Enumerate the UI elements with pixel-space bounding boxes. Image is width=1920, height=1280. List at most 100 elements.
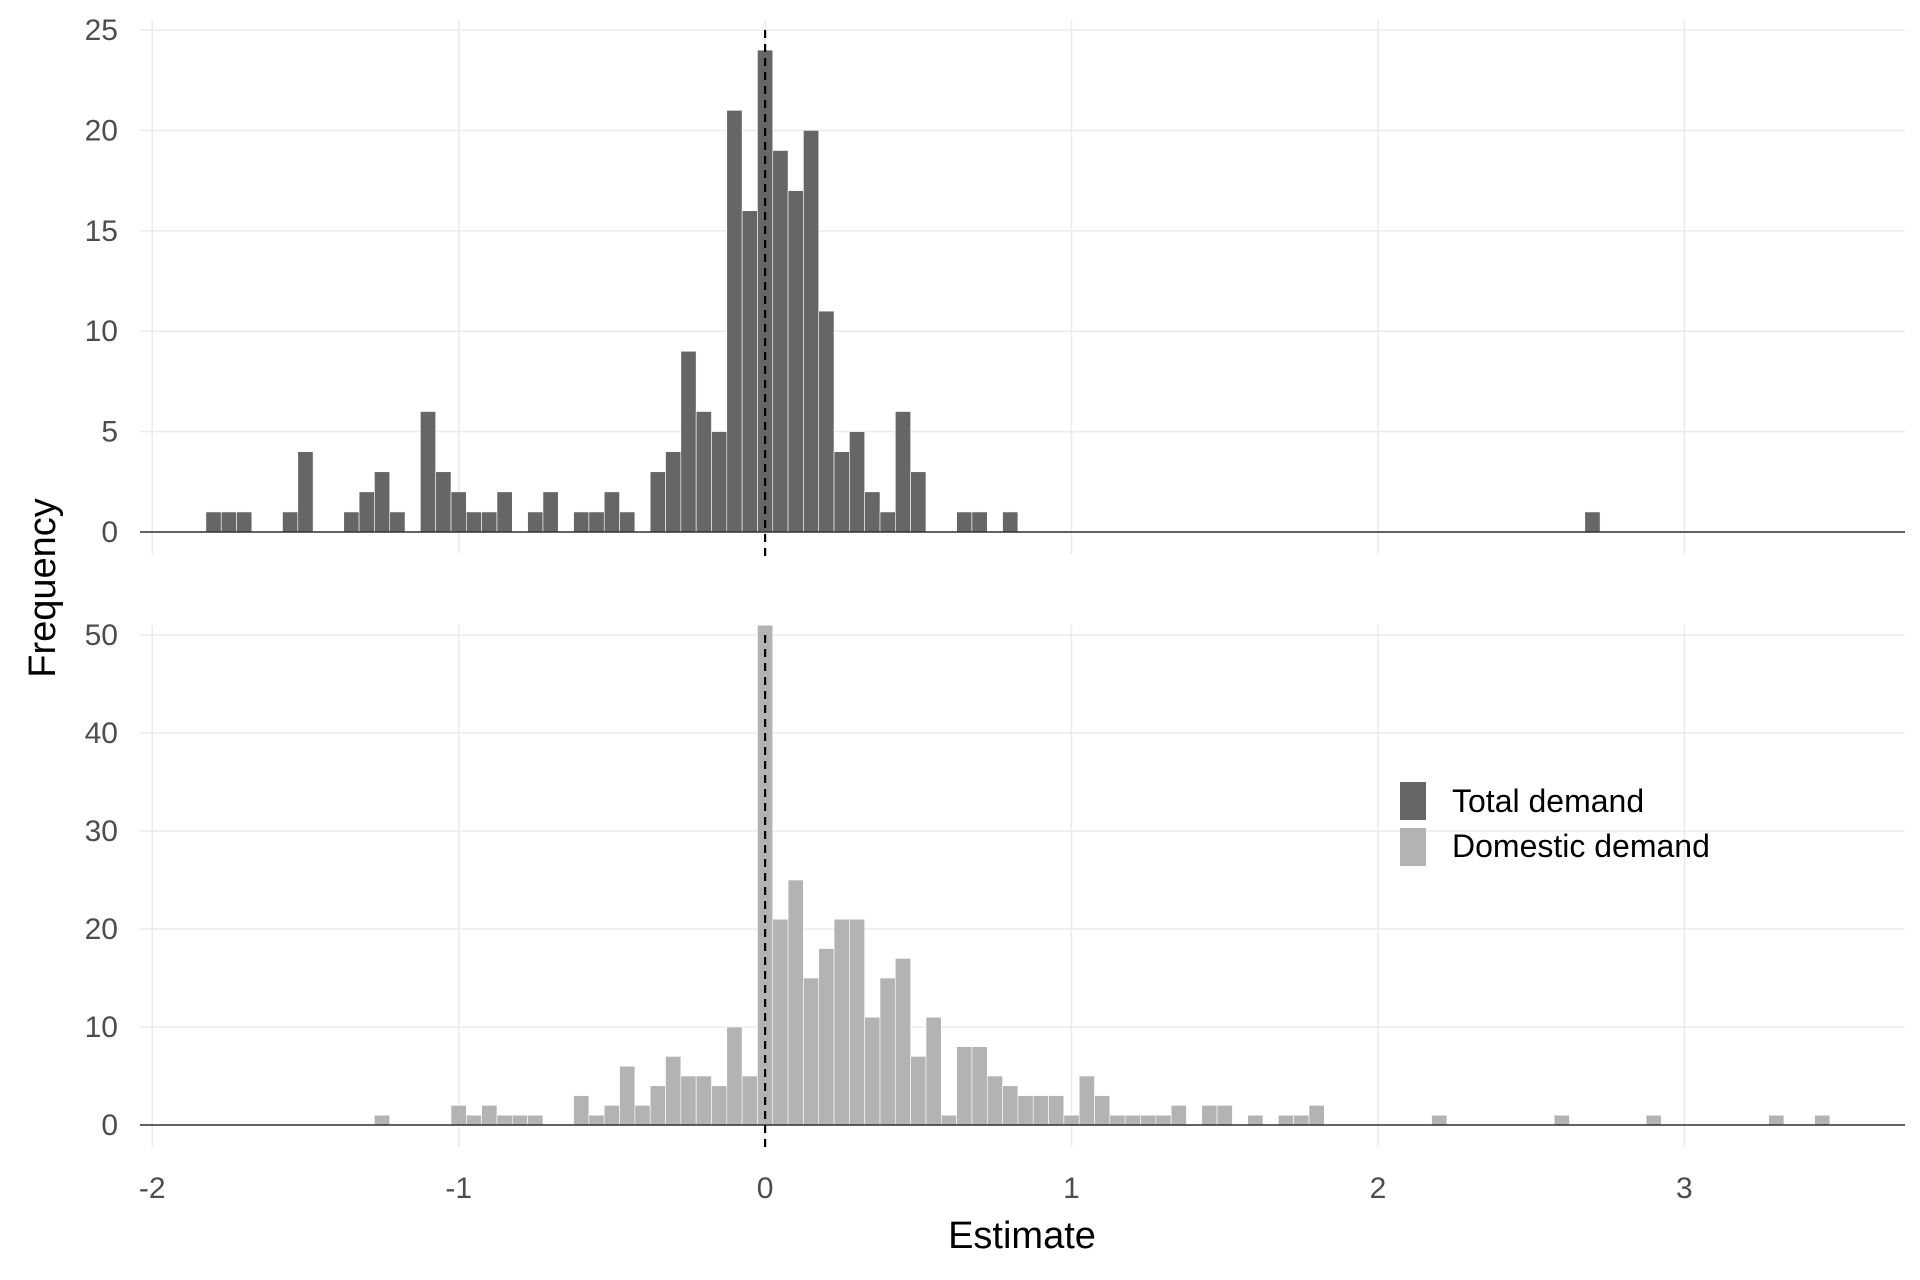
bar-total-demand — [450, 491, 467, 533]
bar-domestic-demand — [1078, 1075, 1095, 1126]
y-tick-label: 20 — [85, 913, 118, 946]
bar-total-demand — [374, 471, 391, 533]
bar-total-demand — [619, 511, 636, 533]
bar-total-demand — [695, 411, 712, 533]
bar-total-demand — [573, 511, 590, 533]
bar-total-demand — [757, 49, 774, 533]
bar-total-demand — [711, 431, 728, 533]
legend-key-total-demand — [1400, 782, 1426, 820]
bar-domestic-demand — [986, 1075, 1003, 1126]
bar-domestic-demand — [895, 958, 911, 1126]
bar-domestic-demand — [496, 1114, 513, 1126]
legend-label-domestic-demand: Domestic demand — [1452, 828, 1710, 864]
bar-domestic-demand — [864, 1016, 881, 1126]
bar-total-demand — [358, 491, 375, 533]
bar-domestic-demand — [1109, 1114, 1126, 1126]
bar-domestic-demand — [1201, 1105, 1218, 1126]
bar-domestic-demand — [726, 1026, 743, 1126]
y-tick-label: 50 — [85, 619, 118, 652]
x-tick-label: 0 — [757, 1172, 774, 1205]
bar-domestic-demand — [1063, 1114, 1080, 1126]
bar-domestic-demand — [634, 1105, 651, 1126]
bar-total-demand — [496, 491, 513, 533]
bar-domestic-demand — [1017, 1095, 1034, 1126]
bar-domestic-demand — [603, 1105, 620, 1126]
x-axis-title: Estimate — [948, 1215, 1096, 1257]
bar-domestic-demand — [787, 879, 804, 1126]
bar-domestic-demand — [1278, 1114, 1294, 1126]
y-tick-label: 10 — [85, 315, 118, 348]
bar-total-demand — [772, 150, 789, 533]
bar-domestic-demand — [849, 918, 865, 1126]
bar-total-demand — [389, 511, 406, 533]
y-tick-label: 40 — [85, 717, 118, 750]
bar-total-demand — [542, 491, 559, 533]
panel-total-demand: 0 5 10 15 20 25 — [85, 14, 1905, 556]
y-tick-label: 0 — [101, 516, 118, 549]
legend: Total demand Domestic demand — [1400, 782, 1710, 866]
legend-key-domestic-demand — [1400, 828, 1426, 866]
bar-total-demand — [818, 310, 835, 533]
bar-total-demand — [803, 130, 820, 533]
bar-domestic-demand — [1216, 1105, 1233, 1126]
bar-total-demand — [435, 471, 452, 533]
bar-total-demand — [910, 471, 927, 533]
bar-total-demand — [1584, 511, 1601, 533]
x-tick-label: -1 — [445, 1172, 472, 1205]
bar-domestic-demand — [588, 1114, 605, 1126]
bar-domestic-demand — [910, 1056, 927, 1126]
bar-domestic-demand — [1814, 1114, 1831, 1126]
x-tick-label: -2 — [139, 1172, 166, 1205]
bar-total-demand — [205, 511, 222, 533]
bar-domestic-demand — [374, 1114, 391, 1126]
y-tick-label: 25 — [85, 14, 118, 47]
bar-total-demand — [297, 451, 314, 533]
bar-domestic-demand — [450, 1105, 467, 1126]
legend-label-total-demand: Total demand — [1452, 783, 1644, 819]
bar-domestic-demand — [481, 1105, 498, 1126]
y-tick-label: 0 — [101, 1109, 118, 1142]
bar-domestic-demand — [665, 1056, 682, 1126]
bar-total-demand — [680, 350, 697, 533]
bar-total-demand — [527, 511, 544, 533]
bar-domestic-demand — [1293, 1114, 1310, 1126]
panel-domestic-demand: 0 10 20 30 40 50 — [85, 619, 1905, 1149]
bar-domestic-demand — [512, 1114, 528, 1126]
bar-domestic-demand — [833, 918, 850, 1126]
x-tick-label: 2 — [1370, 1172, 1387, 1205]
bar-domestic-demand — [1124, 1114, 1141, 1126]
bar-domestic-demand — [680, 1075, 697, 1126]
bar-domestic-demand — [1032, 1095, 1049, 1126]
y-tick-label: 30 — [85, 815, 118, 848]
bar-total-demand — [787, 190, 804, 533]
bar-domestic-demand — [1140, 1114, 1157, 1126]
bar-domestic-demand — [1170, 1105, 1187, 1126]
bar-total-demand — [833, 451, 850, 533]
bar-total-demand — [726, 110, 743, 533]
bar-domestic-demand — [619, 1065, 636, 1126]
bar-total-demand — [420, 411, 436, 533]
bar-total-demand — [1002, 511, 1019, 533]
bar-domestic-demand — [649, 1085, 666, 1126]
bar-domestic-demand — [1048, 1095, 1065, 1126]
bar-domestic-demand — [1768, 1114, 1785, 1126]
bar-domestic-demand — [772, 918, 789, 1126]
y-axis-title: Frequency — [22, 498, 64, 678]
bar-total-demand — [603, 491, 620, 533]
bar-domestic-demand — [695, 1075, 712, 1126]
bar-total-demand — [588, 511, 605, 533]
bar-domestic-demand — [879, 977, 896, 1126]
x-axis: -2 -1 0 1 2 3 — [139, 1172, 1693, 1205]
bar-total-demand — [849, 431, 865, 533]
bar-domestic-demand — [1094, 1095, 1111, 1126]
bar-domestic-demand — [573, 1095, 590, 1126]
x-tick-label: 3 — [1676, 1172, 1693, 1205]
bar-domestic-demand — [956, 1046, 973, 1126]
bar-total-demand — [236, 511, 253, 533]
bar-domestic-demand — [1155, 1114, 1172, 1126]
bar-total-demand — [741, 210, 758, 533]
bar-total-demand — [665, 451, 682, 533]
bar-domestic-demand — [527, 1114, 544, 1126]
bar-total-demand — [895, 411, 911, 533]
bar-domestic-demand — [925, 1016, 942, 1126]
